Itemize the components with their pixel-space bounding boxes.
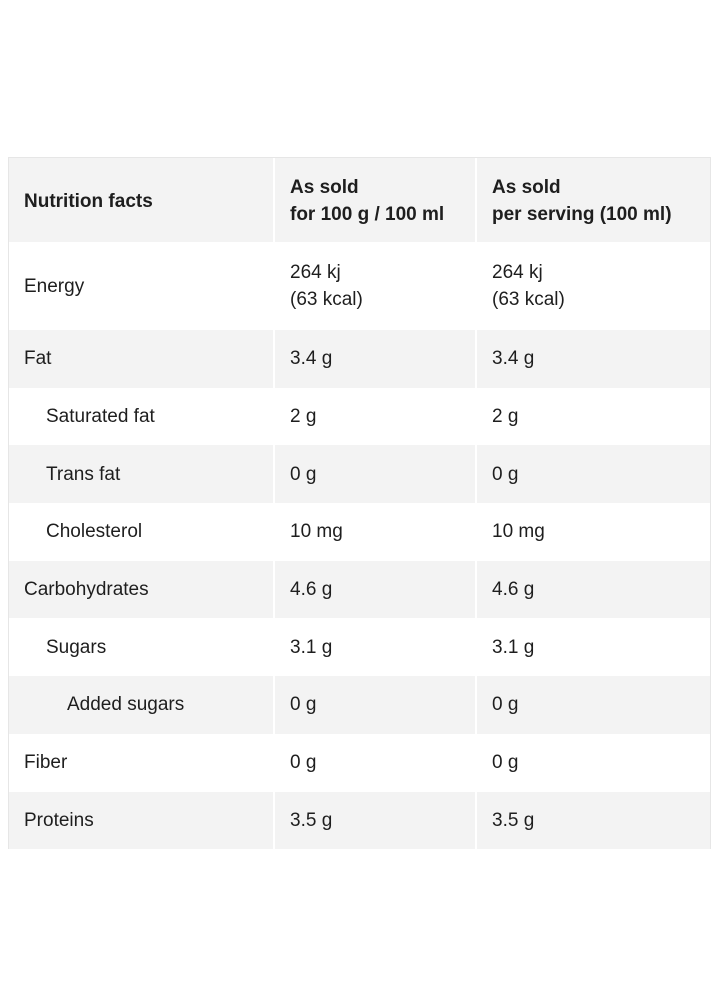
nutrient-name: Fiber [9, 733, 275, 792]
value-per-serving: 264 kj (63 kcal) [477, 242, 710, 330]
table-row-sugars: Sugars 3.1 g 3.1 g [9, 618, 710, 677]
header-per-serving: As sold per serving (100 ml) [477, 158, 710, 242]
header-per-100g-line2: for 100 g / 100 ml [290, 204, 445, 225]
nutrition-facts-table: Nutrition facts As sold for 100 g / 100 … [8, 157, 711, 850]
value-per-serving: 3.5 g [477, 791, 710, 850]
value-per-serving: 2 g [477, 387, 710, 446]
value-per-100g-kcal: (63 kcal) [290, 289, 363, 310]
value-per-100g: 0 g [275, 445, 477, 504]
value-per-100g: 3.1 g [275, 618, 477, 677]
value-per-100g-kj: 264 kj [290, 262, 341, 283]
value-per-100g: 4.6 g [275, 560, 477, 619]
value-per-serving: 0 g [477, 676, 710, 734]
table-row-fiber: Fiber 0 g 0 g [9, 733, 710, 792]
nutrient-name: Proteins [9, 791, 275, 850]
table-row-saturated-fat: Saturated fat 2 g 2 g [9, 387, 710, 446]
table-row-added-sugars: Added sugars 0 g 0 g [9, 676, 710, 734]
nutrient-name: Sugars [9, 618, 275, 677]
table-row-proteins: Proteins 3.5 g 3.5 g [9, 791, 710, 850]
value-per-serving-kj: 264 kj [492, 262, 543, 283]
value-per-serving: 0 g [477, 733, 710, 792]
header-per-serving-line2: per serving (100 ml) [492, 204, 672, 225]
table-row-fat: Fat 3.4 g 3.4 g [9, 330, 710, 388]
header-per-100g: As sold for 100 g / 100 ml [275, 158, 477, 242]
table-row-cholesterol: Cholesterol 10 mg 10 mg [9, 503, 710, 561]
value-per-serving: 3.4 g [477, 330, 710, 388]
table-header-row: Nutrition facts As sold for 100 g / 100 … [9, 158, 710, 242]
value-per-100g: 0 g [275, 676, 477, 734]
table-row-energy: Energy 264 kj (63 kcal) 264 kj (63 kcal) [9, 242, 710, 330]
value-per-100g: 0 g [275, 733, 477, 792]
value-per-100g: 2 g [275, 387, 477, 446]
nutrient-name: Added sugars [9, 676, 275, 734]
nutrient-name: Carbohydrates [9, 560, 275, 619]
nutrient-name: Cholesterol [9, 503, 275, 561]
nutrient-name: Trans fat [9, 445, 275, 504]
value-per-100g: 264 kj (63 kcal) [275, 242, 477, 330]
header-per-100g-line1: As sold [290, 177, 359, 198]
value-per-100g: 3.4 g [275, 330, 477, 388]
nutrient-name: Saturated fat [9, 387, 275, 446]
value-per-serving: 3.1 g [477, 618, 710, 677]
header-per-serving-line1: As sold [492, 177, 561, 198]
value-per-100g: 10 mg [275, 503, 477, 561]
nutrient-name: Fat [9, 330, 275, 388]
header-nutrition-facts: Nutrition facts [9, 158, 275, 242]
value-per-serving: 10 mg [477, 503, 710, 561]
table-row-carbohydrates: Carbohydrates 4.6 g 4.6 g [9, 560, 710, 619]
table-row-trans-fat: Trans fat 0 g 0 g [9, 445, 710, 504]
value-per-serving: 4.6 g [477, 560, 710, 619]
nutrient-name: Energy [9, 242, 275, 330]
value-per-serving: 0 g [477, 445, 710, 504]
value-per-serving-kcal: (63 kcal) [492, 289, 565, 310]
value-per-100g: 3.5 g [275, 791, 477, 850]
